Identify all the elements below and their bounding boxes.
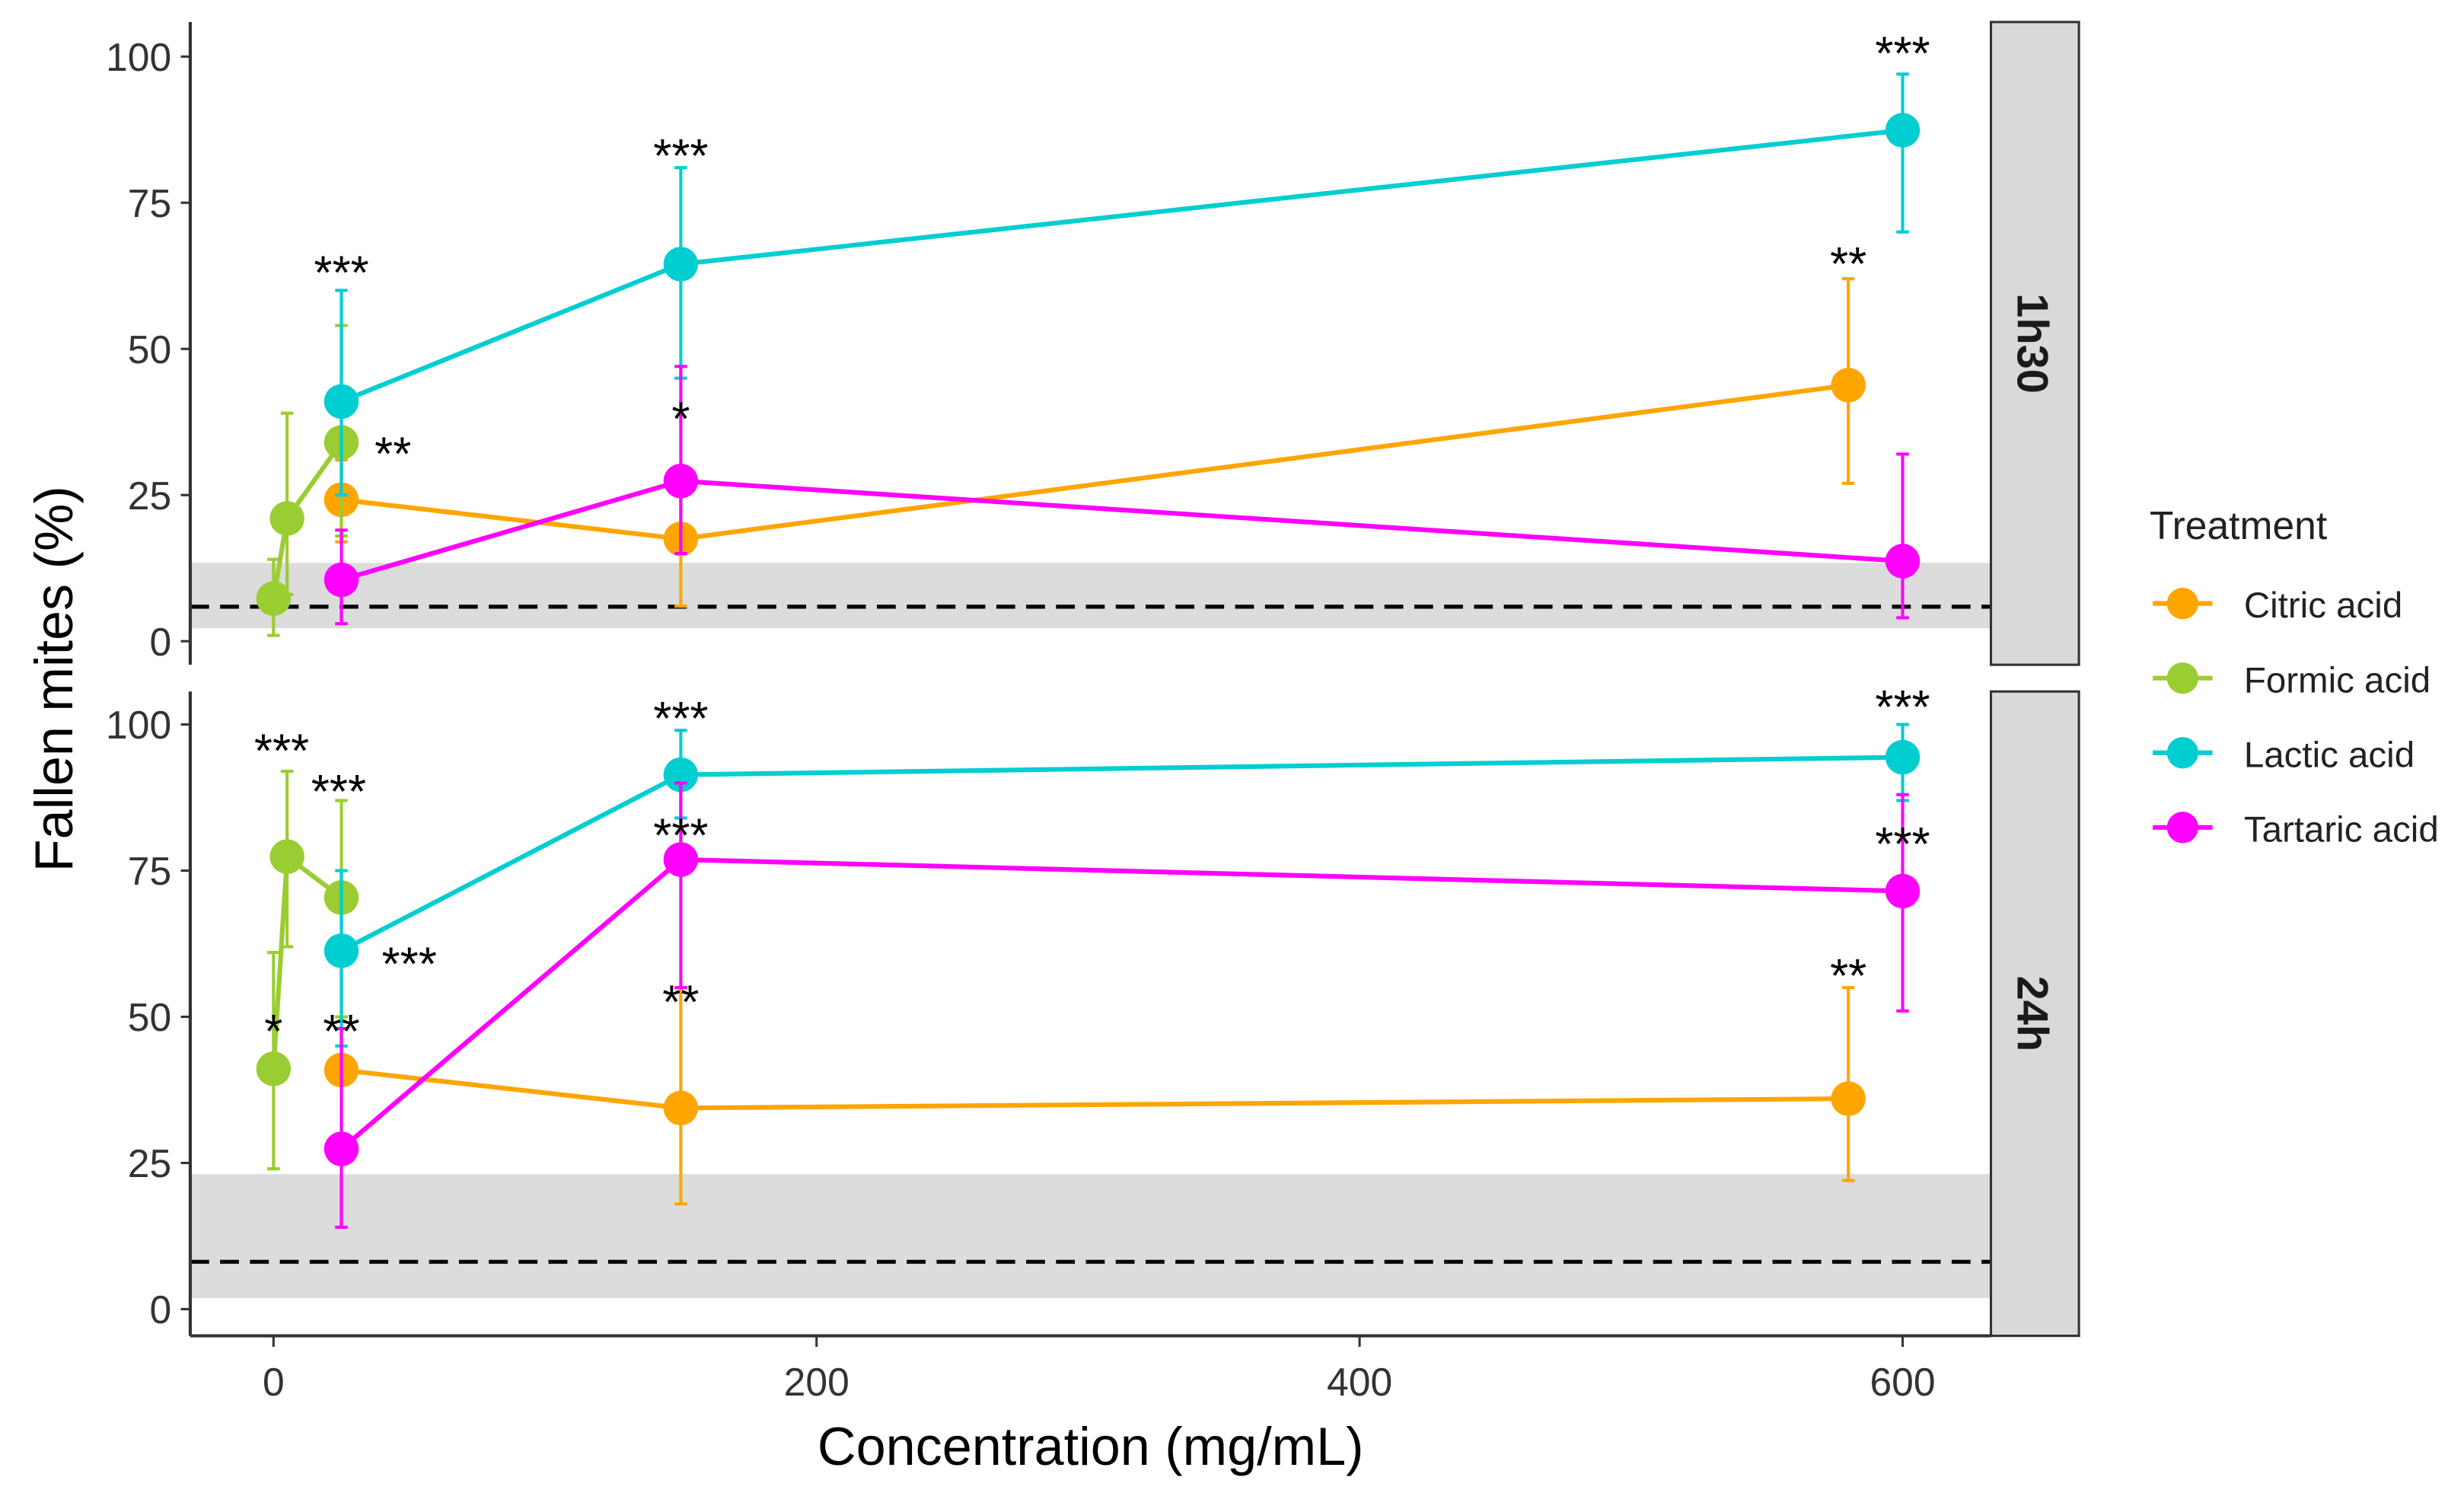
data-point [1885, 113, 1921, 148]
x-tick-label: 0 [263, 1360, 285, 1404]
data-point [1885, 873, 1921, 909]
facet-label: 24h [2008, 976, 2057, 1052]
control-band [190, 1174, 1991, 1298]
significance-label: ** [323, 1006, 359, 1058]
data-point [663, 842, 699, 877]
data-point [269, 501, 304, 536]
significance-label: *** [1875, 681, 1930, 734]
series-line [340, 754, 1903, 953]
significance-label: ** [375, 429, 411, 481]
y-tick-label: 75 [128, 849, 171, 893]
data-point [663, 464, 699, 499]
x-tick-label: 400 [1327, 1360, 1392, 1404]
y-tick-label: 50 [128, 995, 171, 1039]
data-point [1885, 739, 1921, 775]
data-point [269, 839, 304, 874]
legend-key-point [2166, 588, 2198, 620]
significance-label: *** [382, 939, 437, 991]
y-tick-label: 75 [128, 181, 171, 225]
control-band [190, 563, 1991, 629]
legend-label: Citric acid [2244, 585, 2402, 626]
legend: Treatment Citric acid Formic acid Lactic a… [2150, 503, 2439, 850]
data-point [663, 757, 699, 793]
x-tick-label: 600 [1870, 1360, 1935, 1404]
significance-label: *** [1875, 28, 1930, 81]
significance-label: *** [653, 130, 708, 183]
y-axis-label: Fallen mites (%) [24, 486, 84, 872]
significance-label: * [671, 394, 690, 446]
significance-label: ** [1830, 238, 1866, 291]
series-line [340, 127, 1903, 404]
y-tick-label: 100 [106, 35, 171, 79]
series-tartaric-acid [324, 781, 1921, 1230]
data-point [1831, 368, 1866, 403]
legend-key-point [2166, 812, 2198, 844]
x-axis: 0 200 400 600 [190, 1334, 1991, 1404]
y-tick-label: 50 [128, 327, 171, 372]
data-point [256, 581, 292, 616]
series-formic-acid [256, 769, 359, 1171]
data-point [324, 933, 359, 968]
facet-label: 1h30 [2008, 293, 2057, 394]
significance-label: *** [254, 725, 309, 777]
data-point [324, 562, 359, 598]
data-point [663, 247, 699, 282]
legend-label: Tartaric acid [2244, 809, 2439, 850]
x-axis-label: Concentration (mg/mL) [818, 1416, 1364, 1476]
y-tick-label: 0 [149, 1287, 171, 1332]
legend-key-point [2166, 737, 2198, 769]
series-lactic-acid [324, 723, 1921, 1048]
series-lactic-acid [324, 72, 1921, 497]
legend-title: Treatment [2150, 503, 2327, 547]
data-point [1831, 1081, 1866, 1116]
y-tick-label: 25 [128, 474, 171, 518]
y-tick-label: 0 [149, 620, 171, 664]
facet-strip [1989, 690, 2080, 1338]
data-point [324, 384, 359, 420]
series-tartaric-acid [324, 365, 1921, 626]
data-point [324, 1131, 359, 1166]
legend-label: Formic acid [2244, 660, 2431, 700]
y-tick-label: 25 [128, 1141, 171, 1185]
x-tick-label: 200 [784, 1360, 849, 1404]
legend-key-point [2166, 662, 2198, 694]
significance-label: ** [1830, 950, 1866, 1003]
significance-label: *** [311, 766, 366, 818]
significance-label: *** [1875, 818, 1930, 871]
series-line [341, 1067, 1849, 1111]
series-citric-acid [324, 277, 1866, 608]
legend-label: Lactic acid [2244, 735, 2415, 775]
significance-label: ** [662, 977, 699, 1029]
significance-label: *** [653, 693, 708, 745]
significance-label: * [264, 1006, 282, 1058]
series-citric-acid [324, 986, 1866, 1206]
data-point [1885, 544, 1921, 579]
significance-label: *** [314, 247, 368, 300]
data-point [663, 1090, 699, 1126]
y-tick-label: 100 [106, 703, 171, 747]
significance-label: *** [653, 810, 708, 863]
data-point [256, 1051, 292, 1086]
series-formic-acid [256, 324, 359, 637]
facet-strip [1989, 21, 2080, 666]
